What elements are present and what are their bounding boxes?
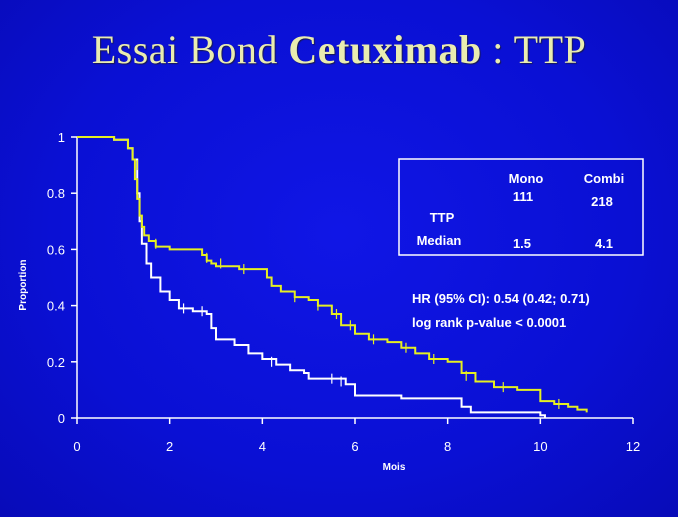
x-tick-label: 10: [533, 439, 547, 454]
stats-table-border: [398, 158, 644, 256]
title-drug-name: Cetuximab: [288, 27, 482, 72]
table-n-combi: 218: [591, 194, 613, 209]
x-tick-label: 8: [444, 439, 451, 454]
chart-axes: 0 2 4 6 8 10 12 0 0.2 0.4 0.6 0.8 1: [47, 130, 640, 454]
x-tick-label: 4: [259, 439, 266, 454]
x-tick-label: 12: [626, 439, 640, 454]
y-tick-label: 0.6: [47, 242, 65, 257]
hazard-ratio-annotation: HR (95% CI): 0.54 (0.42; 0.71): [412, 291, 590, 306]
y-tick-label: 0.8: [47, 186, 65, 201]
y-tick-label: 1: [58, 130, 65, 145]
table-row-label-ttp: TTP: [430, 210, 455, 225]
table-median-combi: 4.1: [595, 236, 613, 251]
table-header-combi: Combi: [584, 171, 624, 186]
y-tick-label: 0.2: [47, 355, 65, 370]
table-median-mono: 1.5: [513, 236, 531, 251]
y-tick-label: 0: [58, 411, 65, 426]
km-curve-mono: [77, 136, 546, 418]
table-row-label-median: Median: [417, 233, 462, 248]
x-tick-label: 0: [73, 439, 80, 454]
x-tick-label: 6: [351, 439, 358, 454]
logrank-annotation: log rank p-value < 0.0001: [412, 315, 566, 330]
title-part-1: Essai Bond: [91, 27, 278, 72]
slide-title: Essai Bond Cetuximab : TTP: [0, 26, 678, 73]
stats-table: Mono Combi 111 218 TTP Median 1.5 4.1: [398, 158, 644, 256]
x-tick-label: 2: [166, 439, 173, 454]
y-tick-label: 0.4: [47, 299, 65, 314]
table-header-mono: Mono: [509, 171, 544, 186]
table-n-mono: 111: [513, 189, 533, 204]
y-axis-title: Proportion: [18, 259, 29, 310]
x-axis-title: Mois: [383, 462, 406, 473]
chart-series: [77, 136, 588, 418]
title-part-3: : TTP: [492, 27, 587, 72]
